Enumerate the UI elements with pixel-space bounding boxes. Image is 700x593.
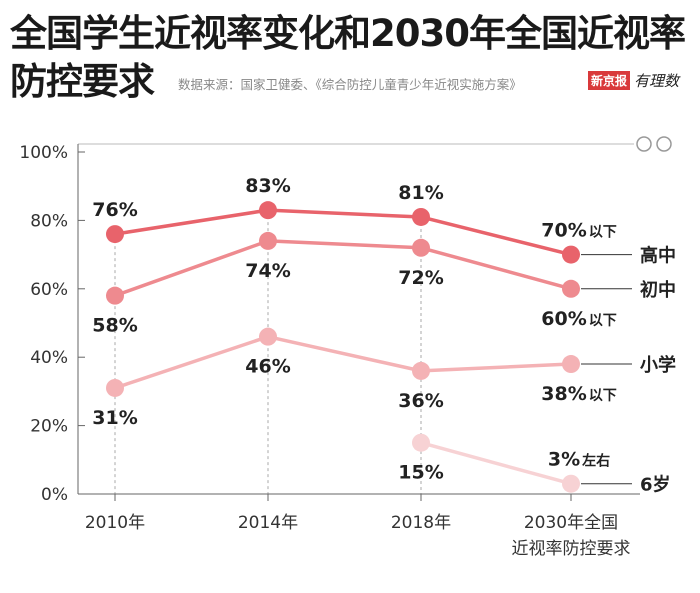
data-label: 58% bbox=[92, 315, 137, 337]
data-point bbox=[259, 231, 277, 250]
data-point bbox=[106, 378, 124, 397]
series-line-小学 bbox=[420, 362, 572, 373]
series-lines bbox=[114, 208, 572, 486]
data-point bbox=[259, 201, 277, 220]
brand-name: 新京报 bbox=[588, 71, 631, 90]
y-tick-label: 40% bbox=[30, 348, 68, 368]
series-points bbox=[106, 201, 580, 493]
data-label: 81% bbox=[398, 182, 443, 204]
data-label: 31% bbox=[92, 407, 137, 429]
y-axis: 0% 20% 40% 60% 80% 100% bbox=[19, 143, 85, 505]
data-source: 数据来源：国家卫健委、《综合防控儿童青少年近视实施方案》 bbox=[178, 77, 522, 92]
data-point bbox=[412, 433, 430, 452]
data-label: 15% bbox=[398, 462, 443, 484]
data-point bbox=[562, 245, 580, 264]
data-point bbox=[106, 225, 124, 244]
series-line-小学 bbox=[114, 335, 269, 390]
decor-circle bbox=[656, 136, 672, 152]
x-tick-label: 2014年 bbox=[238, 513, 298, 533]
data-point bbox=[562, 279, 580, 298]
data-label: 36% bbox=[398, 390, 443, 412]
data-label: 60% 以下 bbox=[541, 308, 616, 330]
brand-tag: 有理数 bbox=[634, 72, 680, 90]
y-tick-label: 100% bbox=[19, 143, 68, 163]
data-point bbox=[106, 286, 124, 305]
data-point bbox=[412, 238, 430, 257]
series-line-高中 bbox=[420, 215, 572, 257]
series-line-小学 bbox=[267, 334, 422, 373]
data-point bbox=[412, 361, 430, 380]
series-line-初中 bbox=[420, 246, 572, 291]
data-label: 38% 以下 bbox=[541, 383, 616, 405]
chart-decor bbox=[78, 136, 672, 152]
series-line-高中 bbox=[114, 208, 269, 236]
series-line-初中 bbox=[114, 239, 269, 298]
data-point bbox=[562, 474, 580, 493]
data-label: 72% bbox=[398, 267, 443, 289]
data-label: 70% 以下 bbox=[541, 220, 616, 242]
series-name: 小学 bbox=[640, 354, 676, 376]
y-tick-label: 60% bbox=[30, 280, 68, 300]
y-tick-label: 80% bbox=[30, 211, 68, 231]
chart-grid bbox=[114, 210, 422, 494]
series-name: 高中 bbox=[640, 245, 676, 267]
x-tick-label: 近视率防控要求 bbox=[512, 539, 631, 559]
chart-title: 全国学生近视率变化和2030年全国近视率 防控要求 bbox=[10, 10, 700, 106]
x-tick-label: 2018年 bbox=[391, 513, 451, 533]
title-line-1: 全国学生近视率变化和2030年全国近视率 bbox=[10, 12, 686, 55]
data-label: 74% bbox=[245, 260, 290, 282]
data-labels: 76% 83% 81% 70% 以下 58% 74% 72% 60% 以下 31% 46% 36% 38%… bbox=[92, 175, 616, 484]
series-line-高中 bbox=[267, 208, 422, 219]
y-tick-label: 0% bbox=[41, 485, 68, 505]
y-tick-label: 20% bbox=[30, 417, 68, 437]
data-label: 3% 左右 bbox=[548, 449, 610, 471]
series-name: 6岁 bbox=[640, 474, 671, 496]
decor-circle bbox=[636, 136, 652, 152]
series-line-初中 bbox=[267, 239, 422, 250]
x-tick-label: 2030年全国 bbox=[524, 513, 618, 533]
title-line-2: 防控要求 bbox=[10, 60, 155, 103]
series-name: 初中 bbox=[640, 279, 676, 301]
brand-logo: 新京报 有理数 bbox=[588, 70, 679, 91]
data-label: 83% bbox=[245, 175, 290, 197]
x-tick-label: 2010年 bbox=[85, 513, 145, 533]
data-label: 76% bbox=[92, 199, 137, 221]
data-point bbox=[562, 355, 580, 374]
data-point bbox=[259, 327, 277, 346]
series-line-6岁 bbox=[420, 441, 572, 486]
data-point bbox=[412, 207, 430, 226]
data-label: 46% bbox=[245, 356, 290, 378]
